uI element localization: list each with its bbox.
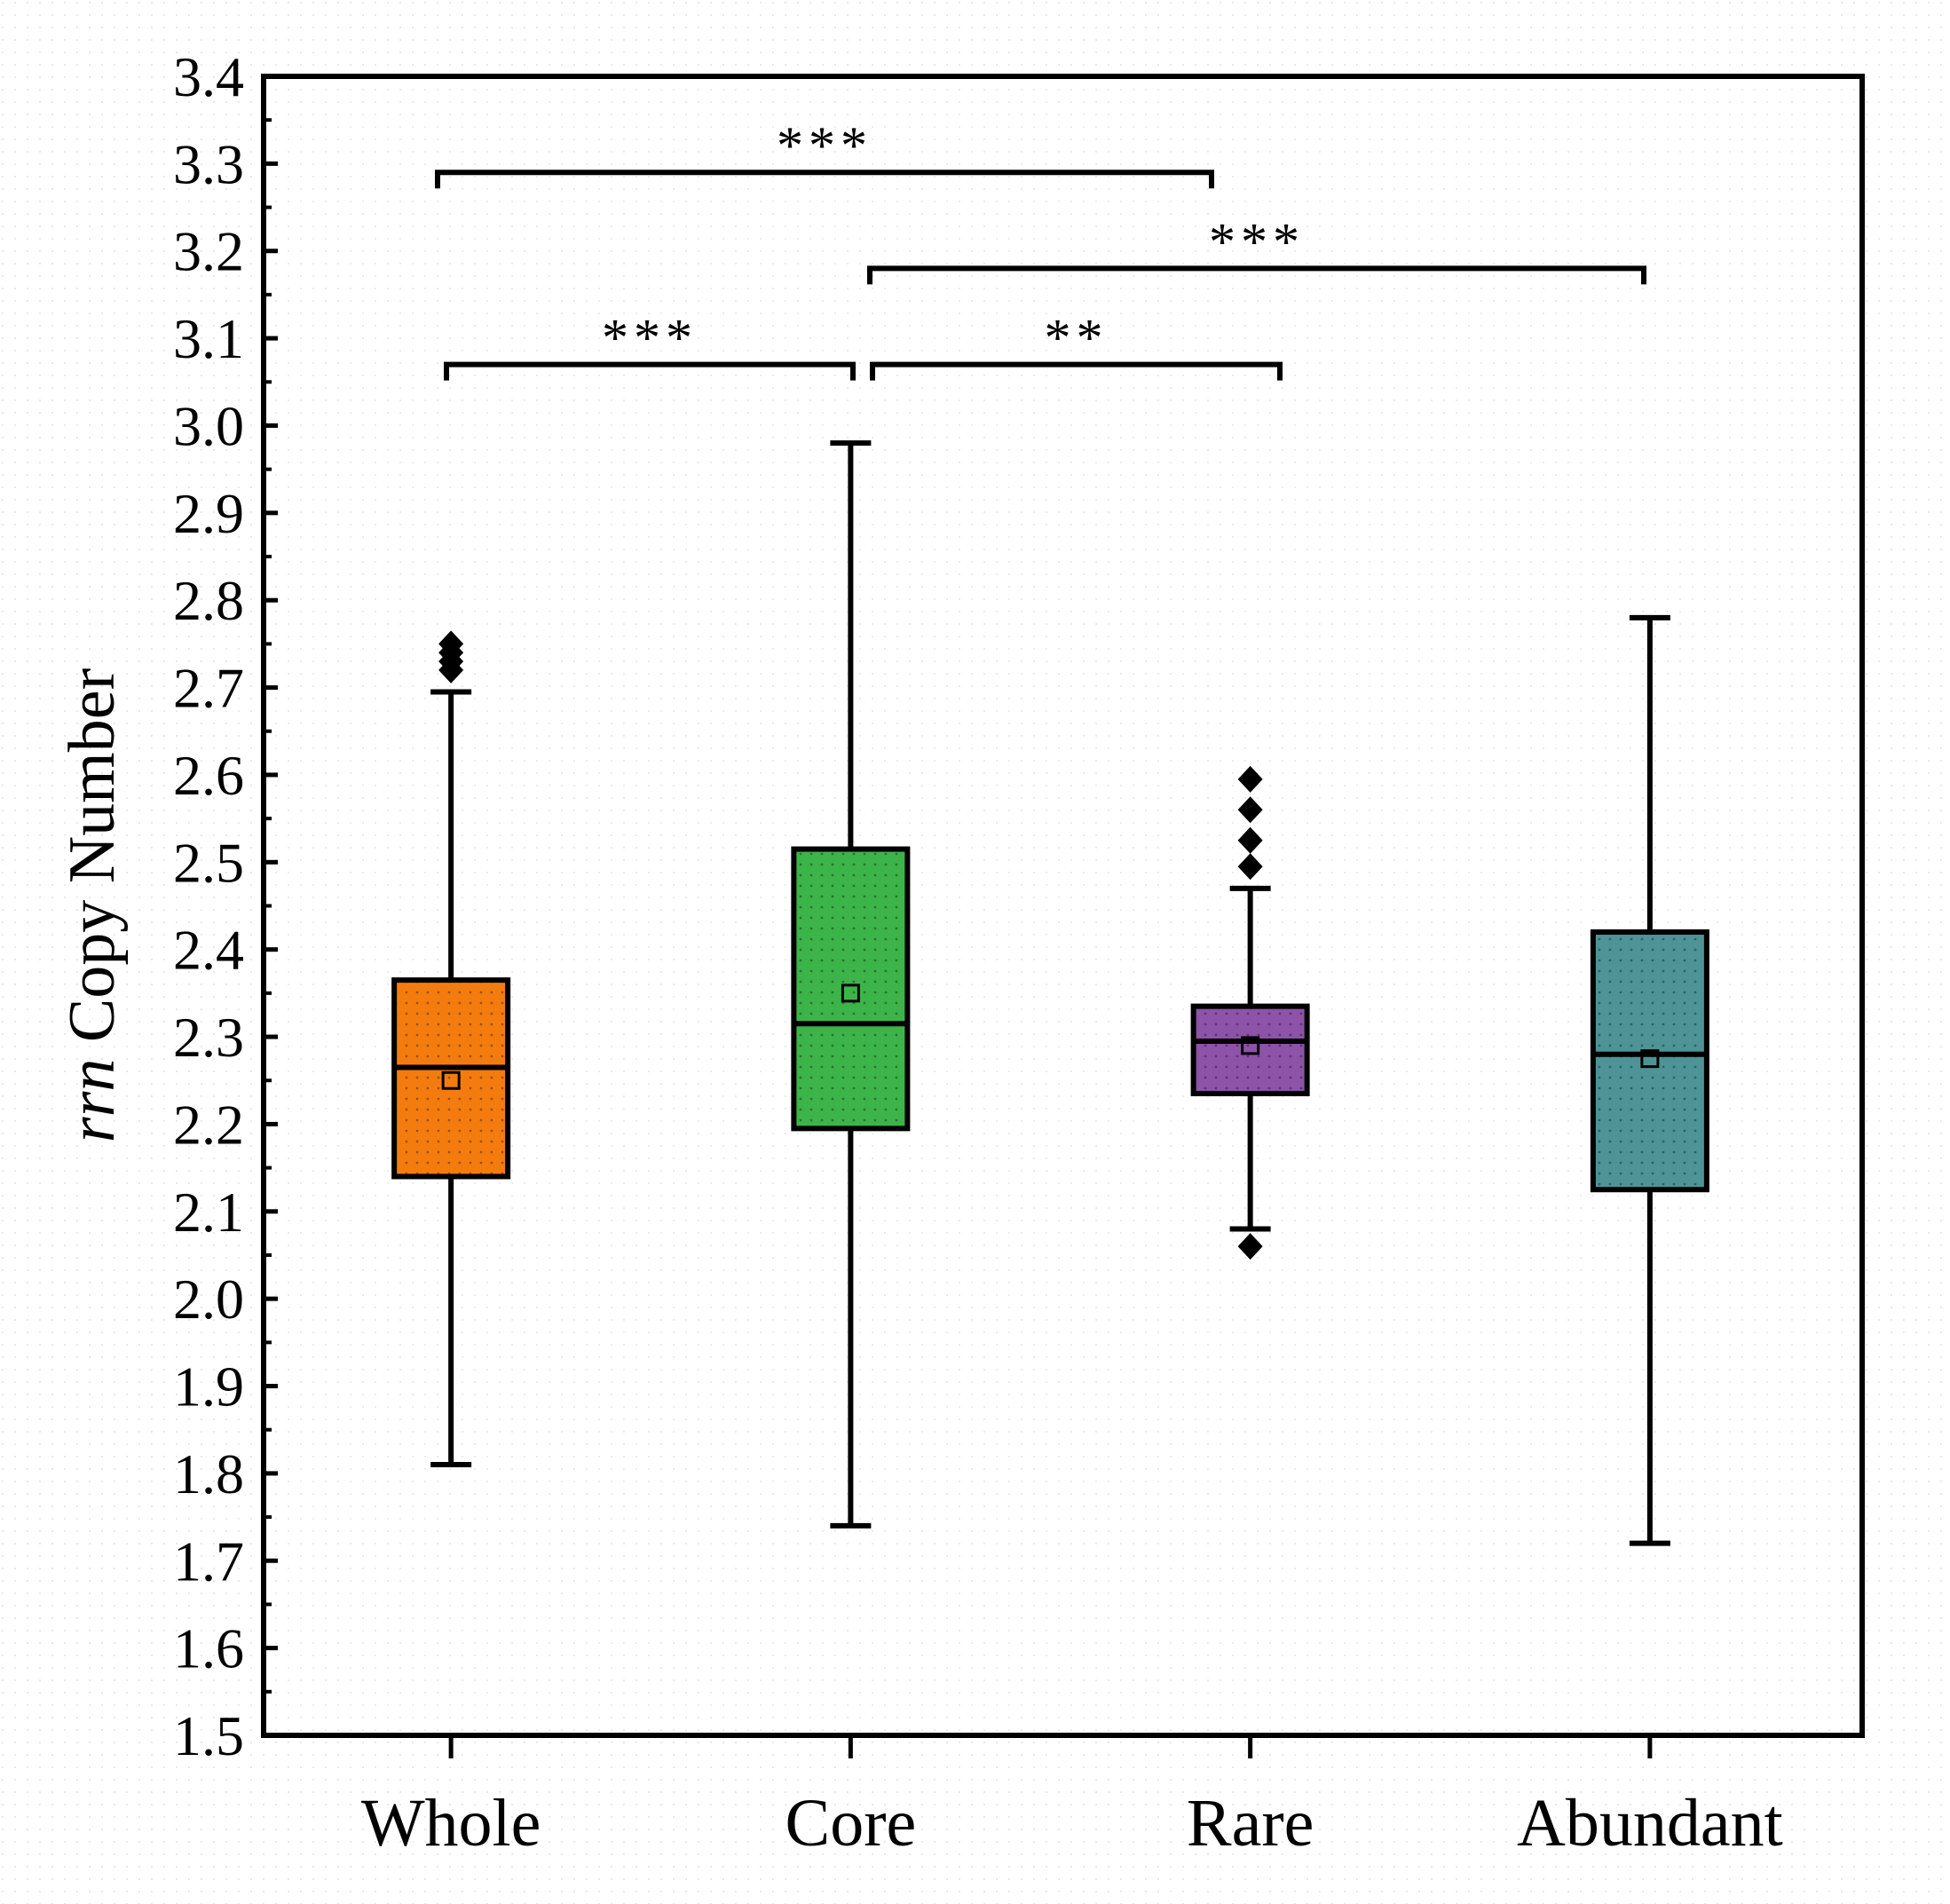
box-whole [391,630,511,1468]
y-tick-label: 2.8 [173,569,244,632]
outlier-point [1237,796,1263,824]
significance-bracket: *** [444,309,856,381]
y-tick-label: 2.9 [173,482,244,545]
bracket-line [435,170,1214,189]
bracket-line [867,265,1646,285]
mean-marker [841,984,860,1003]
y-tick-label: 1.6 [173,1617,244,1680]
significance-brackets: ********* ** [435,116,1646,381]
y-tick-label: 2.5 [173,831,244,894]
box-core [791,440,911,1529]
axes: 1.5 1.6 1.7 1.8 1.9 2.0 2.1 2.2 2.3 2.4 2.5 2.6 2.7 2… [173,45,1865,1861]
box-texture [1592,932,1707,1190]
y-axis-title: rrn Copy Number [56,668,129,1142]
y-tick-label: 1.9 [173,1355,244,1418]
significance-bracket: *** [867,212,1646,285]
outlier-point [1237,1233,1263,1260]
plot-texture [264,76,1862,1735]
x-category-label: Rare [1187,1786,1314,1861]
box-texture [1193,1006,1307,1094]
significance-label: *** [777,116,872,175]
y-tick-label: 1.5 [173,1704,244,1767]
y-tick-label: 3.1 [173,307,244,370]
box-texture [793,849,908,1129]
y-tick-label: 2.7 [173,657,244,720]
significance-label: *** [602,309,698,367]
outlier-point [1237,853,1263,881]
y-tick-label: 2.3 [173,1006,244,1069]
x-category-label: Core [786,1786,917,1861]
bracket-line [870,361,1283,381]
mean-marker [441,1071,461,1090]
significance-bracket: ** [870,309,1283,381]
outlier-point [1237,826,1263,854]
y-tick-label: 1.8 [173,1442,244,1505]
y-tick-label: 2.1 [173,1181,244,1244]
y-tick-label: 3.0 [173,394,244,457]
y-tick-label: 2.2 [173,1093,244,1156]
y-tick-label: 3.4 [173,45,244,108]
y-tick-label: 1.7 [173,1529,244,1592]
y-tick-label: 3.3 [173,132,244,195]
mean-marker [1640,1049,1660,1069]
mean-marker [1241,1036,1260,1055]
bracket-line [444,361,856,381]
y-tick-label: 2.4 [173,919,244,982]
significance-label: ** [1045,309,1109,367]
outlier-point [438,630,464,658]
significance-label: *** [1209,212,1305,271]
outlier-point [1237,765,1263,793]
box-rare [1190,765,1310,1260]
y-tick-label: 2.6 [173,744,244,807]
x-category-label: Abundant [1517,1786,1783,1861]
box-series [391,440,1709,1546]
box-texture [394,980,509,1177]
y-tick-label: 3.2 [173,220,244,283]
y-tick-label: 2.0 [173,1268,244,1331]
significance-bracket: *** [435,116,1214,189]
x-category-label: Whole [361,1786,541,1861]
box-abundant [1590,614,1709,1546]
